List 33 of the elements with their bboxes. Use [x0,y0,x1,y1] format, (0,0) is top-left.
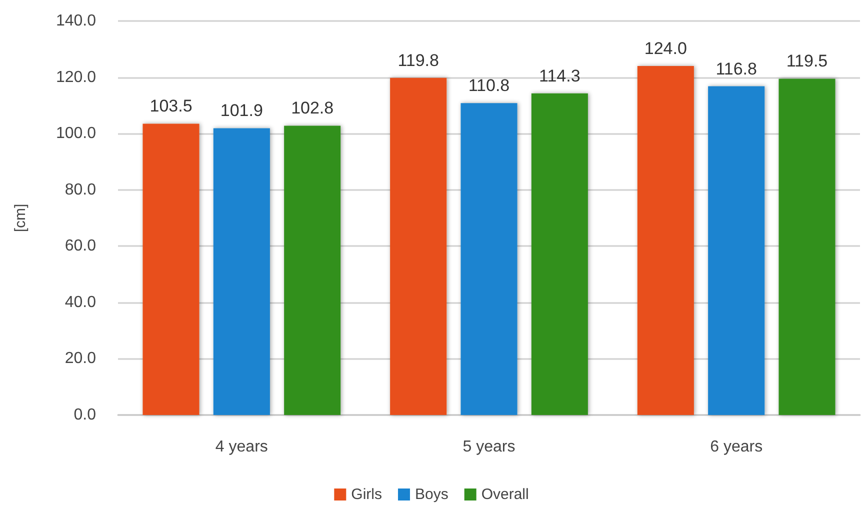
bar [531,93,588,415]
legend-label: Boys [414,486,448,503]
x-tick-label: 6 years [710,438,763,456]
legend-label: Overall [481,486,529,503]
bar [390,78,447,415]
x-tick-label: 5 years [462,438,516,456]
y-tick-label: 120.0 [56,68,96,86]
data-label: 101.9 [220,101,263,120]
y-tick-label: 100.0 [56,125,96,142]
data-label: 116.8 [716,59,757,78]
y-tick-label: 20.0 [64,350,96,368]
x-tick-label: 4 years [215,438,268,456]
y-axis-title: [cm] [12,204,29,232]
legend-label: Girls [351,486,382,503]
y-tick-label: 140.0 [56,12,96,30]
y-tick-label: 40.0 [64,294,96,311]
bar [142,124,200,415]
data-label: 119.5 [786,52,828,71]
bar [460,103,518,415]
bar [284,126,341,415]
bar [213,128,270,415]
y-tick-label: 60.0 [64,238,96,255]
data-label: 124.0 [644,39,687,58]
bar [637,66,694,415]
data-label: 114.3 [539,66,580,86]
data-label: 119.8 [398,50,439,70]
bar [708,86,765,415]
data-label: 102.8 [291,98,334,118]
y-tick-label: 0.0 [74,406,96,424]
bar [778,78,836,415]
y-tick-label: 80.0 [64,181,96,198]
data-label: 110.8 [468,76,510,96]
data-label: 103.5 [150,96,192,116]
